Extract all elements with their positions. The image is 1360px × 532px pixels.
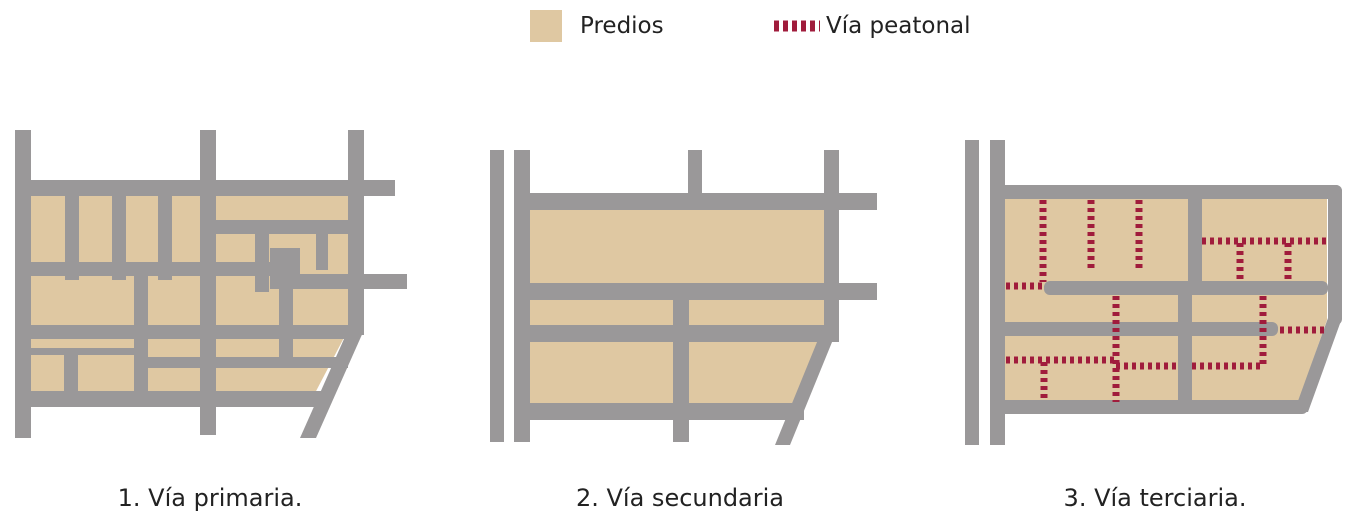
caption-primary: 1. Vía primaria. <box>117 484 303 512</box>
legend-parcels-label: Predios <box>580 13 664 39</box>
legend-parcels: Predios <box>530 10 664 42</box>
legend-pedestrian: Vía peatonal <box>774 10 971 42</box>
roads <box>490 150 877 445</box>
pedestrian-path-icon <box>774 20 820 32</box>
caption-secondary: 2. Vía secundaria <box>575 484 785 512</box>
roads <box>15 130 407 438</box>
legend-pedestrian-label: Vía peatonal <box>826 13 971 39</box>
roads <box>965 140 1342 445</box>
caption-tertiary: 3. Vía terciaria. <box>1063 484 1247 512</box>
pedestrian-paths <box>1006 200 1326 402</box>
diagram-secondary-road <box>490 150 877 445</box>
parcels <box>1004 197 1327 403</box>
diagram-primary-road <box>15 130 407 438</box>
parcel-swatch-icon <box>530 10 562 42</box>
diagram-tertiary-road <box>965 140 1342 445</box>
